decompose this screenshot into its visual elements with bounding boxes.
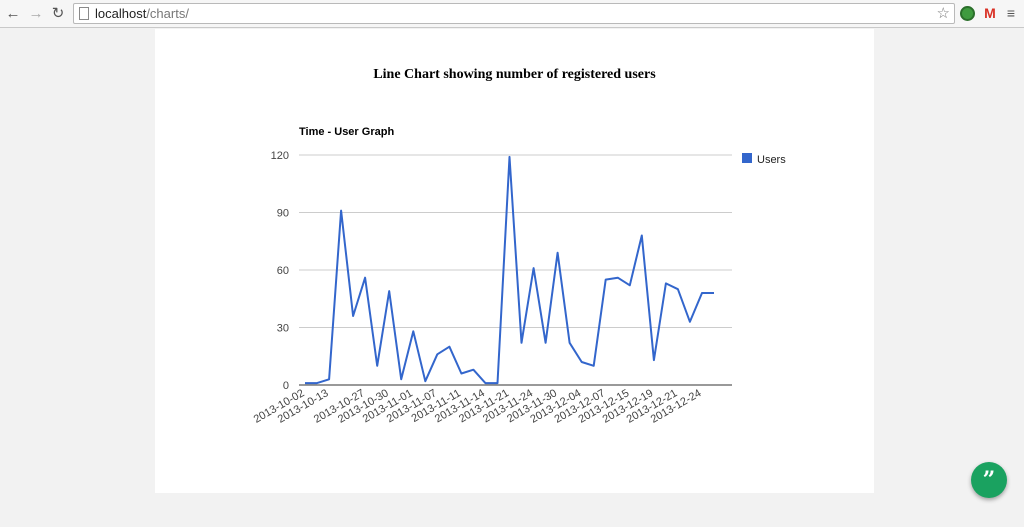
address-bar[interactable]: localhost/charts/ ☆ (73, 3, 955, 24)
bookmark-star-icon[interactable]: ☆ (936, 5, 950, 22)
chart-title: Time - User Graph (299, 126, 394, 138)
back-arrow-icon[interactable]: ← (5, 4, 21, 22)
legend-label: Users (757, 154, 786, 166)
reload-icon[interactable]: ↻ (51, 5, 65, 22)
y-tick-label: 0 (283, 380, 289, 392)
hangouts-button[interactable]: ” (971, 462, 1007, 498)
address-url[interactable]: localhost/charts/ (95, 6, 189, 21)
extension-green-icon[interactable] (960, 6, 975, 21)
y-tick-label: 30 (277, 323, 289, 335)
menu-icon[interactable]: ≡ (1006, 5, 1016, 21)
page-content: Line Chart showing number of registered … (155, 29, 874, 493)
y-tick-label: 120 (271, 150, 289, 162)
y-tick-label: 60 (277, 265, 289, 277)
gmail-icon[interactable]: M (984, 5, 996, 21)
y-tick-label: 90 (277, 208, 289, 220)
forward-arrow-icon[interactable]: → (28, 4, 44, 22)
page-title: Line Chart showing number of registered … (373, 67, 656, 82)
page-icon (79, 7, 89, 20)
browser-toolbar: ← → ↻ localhost/charts/ ☆ M ≡ (0, 0, 1024, 28)
legend-swatch (742, 153, 752, 163)
